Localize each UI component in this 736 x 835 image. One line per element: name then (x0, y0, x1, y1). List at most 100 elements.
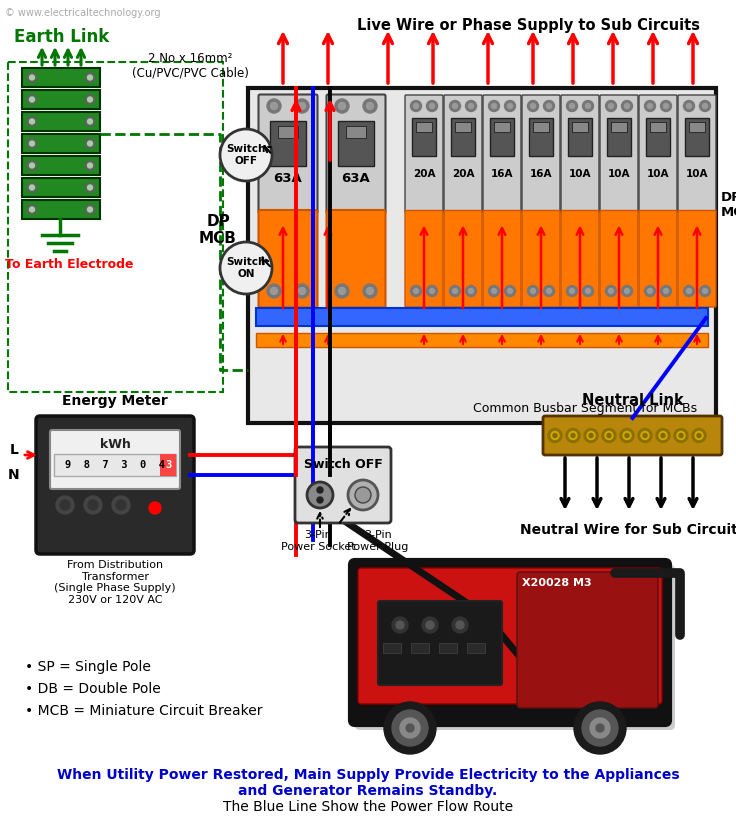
Circle shape (220, 129, 272, 181)
Circle shape (528, 286, 539, 296)
Circle shape (29, 97, 35, 102)
FancyBboxPatch shape (50, 430, 180, 489)
Bar (22, 178, 100, 197)
Bar (611, 122, 627, 132)
Circle shape (602, 428, 616, 443)
Circle shape (660, 100, 671, 112)
Text: Neutral Wire for Sub Circuits: Neutral Wire for Sub Circuits (520, 523, 736, 537)
Bar (412, 118, 436, 156)
Circle shape (29, 119, 35, 124)
FancyBboxPatch shape (600, 210, 638, 307)
Bar (451, 118, 475, 156)
Text: L: L (10, 443, 18, 457)
FancyBboxPatch shape (483, 95, 521, 212)
Circle shape (659, 432, 667, 439)
Text: 63A: 63A (342, 171, 370, 185)
Circle shape (504, 286, 515, 296)
Circle shape (702, 289, 707, 293)
Text: Switch
OFF: Switch OFF (226, 144, 266, 166)
Circle shape (687, 289, 692, 293)
Bar (22, 134, 100, 153)
Circle shape (27, 183, 37, 193)
Bar (685, 118, 709, 156)
Circle shape (430, 289, 434, 293)
Circle shape (367, 103, 373, 109)
FancyBboxPatch shape (483, 210, 521, 307)
Circle shape (267, 284, 281, 298)
Bar (54, 454, 176, 476)
Bar (256, 308, 708, 326)
FancyBboxPatch shape (378, 601, 502, 685)
Circle shape (645, 100, 656, 112)
Circle shape (697, 433, 701, 438)
Circle shape (267, 99, 281, 113)
Text: Switch
ON: Switch ON (226, 257, 266, 279)
Circle shape (271, 287, 277, 295)
Circle shape (623, 432, 631, 439)
Bar (411, 643, 429, 653)
Text: 16A: 16A (530, 169, 552, 179)
Circle shape (426, 621, 434, 629)
Circle shape (29, 163, 35, 168)
Circle shape (582, 710, 618, 746)
Circle shape (625, 104, 629, 109)
Circle shape (547, 289, 551, 293)
Circle shape (307, 482, 333, 508)
Circle shape (411, 286, 422, 296)
Text: 10A: 10A (686, 169, 708, 179)
Circle shape (299, 287, 305, 295)
FancyBboxPatch shape (639, 95, 677, 212)
Circle shape (609, 104, 614, 109)
FancyBboxPatch shape (444, 95, 482, 212)
Text: DP
MCB: DP MCB (199, 214, 237, 246)
Circle shape (489, 286, 500, 296)
Text: 10A: 10A (608, 169, 630, 179)
Circle shape (625, 433, 629, 438)
FancyBboxPatch shape (522, 95, 560, 212)
Circle shape (220, 242, 272, 294)
Bar (22, 112, 100, 131)
Circle shape (469, 104, 473, 109)
Circle shape (29, 75, 35, 80)
Circle shape (453, 289, 458, 293)
Circle shape (88, 97, 93, 102)
Text: When Utility Power Restored, Main Supply Provide Electricity to the Appliances
a: When Utility Power Restored, Main Supply… (57, 768, 679, 798)
Circle shape (684, 286, 695, 296)
Circle shape (692, 428, 706, 443)
Circle shape (699, 286, 710, 296)
Circle shape (699, 100, 710, 112)
Circle shape (492, 104, 497, 109)
Circle shape (295, 284, 309, 298)
Circle shape (116, 500, 126, 510)
Circle shape (85, 139, 95, 149)
Circle shape (392, 617, 408, 633)
Circle shape (426, 286, 437, 296)
Circle shape (339, 287, 345, 295)
Circle shape (660, 286, 671, 296)
FancyBboxPatch shape (639, 210, 677, 307)
Circle shape (317, 497, 323, 503)
Circle shape (27, 205, 37, 215)
FancyBboxPatch shape (327, 210, 386, 307)
Bar (416, 122, 432, 132)
Bar (22, 156, 100, 175)
Text: © www.electricaltechnology.org: © www.electricaltechnology.org (5, 8, 160, 18)
Circle shape (567, 100, 578, 112)
Circle shape (56, 496, 74, 514)
Text: X20028 M3: X20028 M3 (522, 578, 591, 588)
Bar (455, 122, 471, 132)
FancyBboxPatch shape (561, 95, 599, 212)
Text: 3: 3 (165, 460, 171, 470)
Circle shape (355, 487, 371, 503)
Bar (689, 122, 705, 132)
Circle shape (414, 104, 419, 109)
Circle shape (663, 289, 668, 293)
Bar (650, 122, 666, 132)
Circle shape (85, 183, 95, 193)
FancyBboxPatch shape (678, 95, 716, 212)
Circle shape (508, 104, 512, 109)
Text: Neutral Link: Neutral Link (581, 393, 683, 408)
FancyBboxPatch shape (444, 210, 482, 307)
Circle shape (339, 103, 345, 109)
Bar (346, 126, 366, 138)
